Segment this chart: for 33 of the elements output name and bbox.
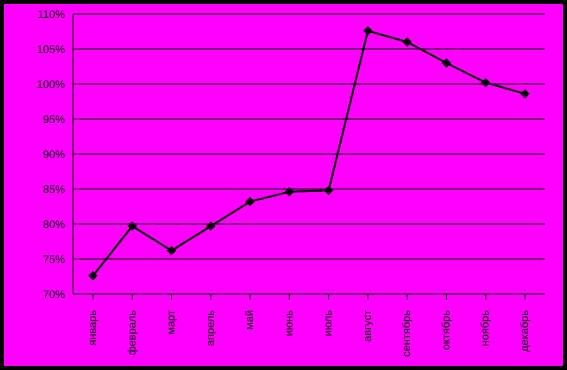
y-tick-label: 80%: [42, 218, 66, 231]
x-tick-label: март: [166, 310, 178, 335]
y-tick-label: 90%: [42, 148, 66, 161]
x-tick-label: октябрь: [440, 310, 452, 350]
x-tick-label: май: [244, 310, 256, 330]
point: [284, 187, 294, 196]
point: [481, 78, 490, 88]
y-tick-label: 110%: [38, 8, 66, 21]
y-tick-label: 95%: [42, 114, 66, 126]
x-tick-label: июль: [322, 310, 335, 336]
y-tick-label: 105%: [36, 44, 66, 56]
x-tick-label: февраль: [126, 310, 138, 356]
y-tick-label: 85%: [42, 184, 66, 196]
point: [206, 222, 216, 231]
y-tick-label: 100%: [36, 78, 66, 91]
x-tick-label: ноябрь: [480, 310, 492, 346]
point: [246, 197, 255, 206]
point: [324, 186, 334, 195]
point: [88, 271, 98, 280]
point: [520, 89, 530, 98]
x-tick-label: декабрь: [519, 310, 531, 352]
point: [363, 26, 372, 36]
point: [167, 246, 176, 256]
y-tick-label: 70%: [42, 288, 66, 301]
y-tick-label: 75%: [42, 254, 66, 266]
point: [402, 38, 412, 46]
x-tick-label: январь: [87, 310, 99, 346]
x-tick-label: апрель: [204, 310, 217, 346]
x-tick-label: август: [362, 310, 374, 342]
point: [128, 222, 137, 231]
x-tick-label: июнь: [283, 310, 296, 336]
point: [442, 58, 451, 68]
x-tick-label: сентябрь: [401, 310, 414, 357]
